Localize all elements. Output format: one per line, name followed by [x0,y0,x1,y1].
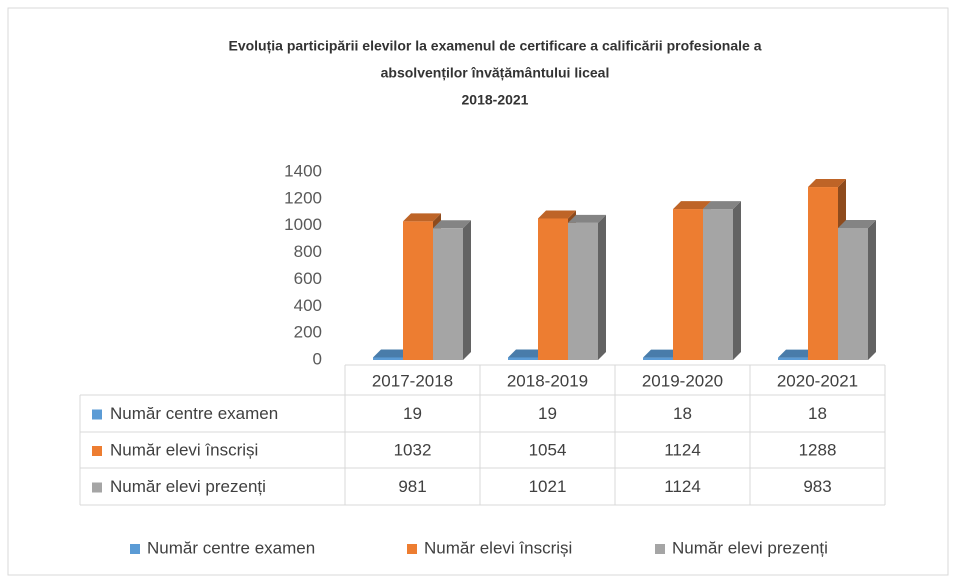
chart-border [7,7,949,576]
bar [838,219,876,360]
bar-top [673,201,711,210]
table-cell: 19 [538,404,557,423]
bar-top [808,179,846,188]
table-cell: 1054 [529,440,567,459]
bar-top [373,349,411,358]
table-legend-key [92,409,102,420]
bar-front [808,187,838,360]
chart-title: Evoluția participării elevilor la examen… [228,38,761,54]
table-cell: 1124 [664,440,701,459]
table-cell: 1032 [394,440,432,459]
bar-front [433,228,463,360]
legend-key [130,544,140,554]
y-tick-label: 400 [294,296,322,315]
y-tick-label: 1000 [284,215,322,234]
y-tick-label: 600 [294,269,322,288]
table-row-label: Număr elevi înscriși [110,440,258,459]
table-legend-key [92,482,102,493]
table-cell: 1124 [664,477,701,496]
bar [538,210,576,360]
table-legend-key [92,446,102,456]
bar-front [778,357,808,360]
table-cell: 18 [808,404,827,423]
bar-top [538,210,576,219]
table-row-label: Număr centre examen [110,404,278,423]
bar-front [703,209,733,360]
bar-front [838,227,868,360]
bar-side [733,201,741,360]
bar-front [403,221,433,360]
bar-front [373,357,403,360]
bar-front [568,222,598,360]
legend-key [407,544,417,554]
x-tick-label: 2018-2019 [507,371,588,390]
bar-top [433,220,471,229]
y-tick-label: 800 [294,242,322,261]
bar-top [703,201,741,210]
y-tick-label: 200 [294,323,322,342]
bar-front [508,357,538,360]
bar-side [598,214,606,360]
bar-top [568,214,606,223]
bar-top [403,213,441,222]
legend-label: Număr elevi prezenți [672,538,828,557]
bar-top [778,349,816,358]
table-cell: 19 [403,404,422,423]
bar-side [463,220,471,360]
table-cell: 18 [673,404,692,423]
y-tick-label: 0 [313,349,322,368]
x-tick-label: 2017-2018 [372,371,453,390]
legend-label: Număr elevi înscriși [424,538,572,557]
table-row-label: Număr elevi prezenți [110,477,266,496]
bar-top [838,219,876,228]
bar [433,220,471,360]
bar [568,214,606,360]
table-cell: 1021 [529,477,567,496]
bar-front [673,209,703,360]
bar-side [868,219,876,360]
legend-label: Număr centre examen [147,538,315,557]
x-tick-label: 2020-2021 [777,371,858,390]
y-tick-label: 1400 [284,161,322,180]
bar-front [643,357,673,360]
bar-top [643,349,681,358]
table-cell: 983 [803,477,831,496]
table-cell: 981 [398,477,426,496]
bar-front [538,218,568,360]
chart-title: 2018-2021 [462,92,529,108]
bar [703,201,741,360]
chart-title: absolvenților învățământului liceal [381,65,610,81]
bar-top [508,349,546,358]
y-tick-label: 1200 [284,188,322,207]
x-tick-label: 2019-2020 [642,371,723,390]
legend-key [655,544,665,554]
table-cell: 1288 [799,440,837,459]
